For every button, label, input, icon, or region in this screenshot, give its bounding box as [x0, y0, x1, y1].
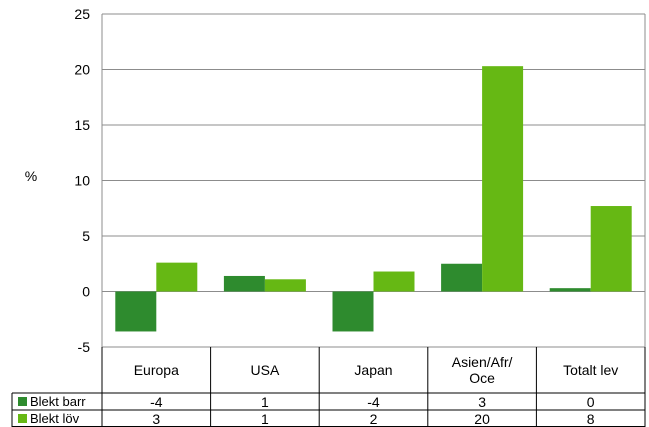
- legend-swatch: [18, 414, 27, 423]
- table-value: 1: [261, 411, 269, 427]
- bar-blekt-barr: [549, 288, 591, 292]
- category-label: Europa: [134, 362, 179, 378]
- bar-blekt-barr: [441, 263, 483, 292]
- bar-blekt-l-v: [156, 262, 198, 292]
- category-label: Asien/Afr/: [452, 354, 513, 370]
- bar-blekt-l-v: [264, 279, 306, 292]
- category-label: Oce: [469, 370, 495, 386]
- legend-label: Blekt löv: [30, 411, 80, 426]
- table-value: 3: [478, 394, 486, 410]
- y-axis-label: %: [25, 168, 37, 184]
- legend-swatch: [18, 397, 27, 406]
- bar-blekt-l-v: [590, 206, 632, 292]
- y-tick-label: 20: [74, 62, 90, 78]
- bar-blekt-barr: [115, 291, 157, 332]
- bar-blekt-l-v: [373, 271, 415, 292]
- y-tick-label: 0: [82, 284, 90, 300]
- table-value: 0: [587, 394, 595, 410]
- y-tick-label: 10: [74, 173, 90, 189]
- category-label: Japan: [354, 362, 392, 378]
- legend-label: Blekt barr: [30, 394, 86, 409]
- table-value: -4: [150, 394, 163, 410]
- table-value: 2: [370, 411, 378, 427]
- y-axis-ticks: -5 0 5 10 15 20 25: [74, 6, 90, 355]
- bar-blekt-l-v: [482, 66, 524, 292]
- table-value: 8: [587, 411, 595, 427]
- y-tick-label: 25: [74, 6, 90, 22]
- category-label: USA: [251, 362, 280, 378]
- bars: [115, 66, 632, 332]
- bar-blekt-barr: [223, 275, 265, 292]
- data-table: Europa USA Japan Asien/Afr/Oce Totalt lev Ble…: [11, 347, 646, 427]
- table-value: -4: [367, 394, 380, 410]
- y-tick-label: -5: [78, 339, 91, 355]
- y-tick-label: 5: [82, 228, 90, 244]
- category-label: Totalt lev: [563, 362, 618, 378]
- table-value: 20: [474, 411, 490, 427]
- table-value: 3: [152, 411, 160, 427]
- bar-blekt-barr: [332, 291, 374, 332]
- table-value: 1: [261, 394, 269, 410]
- y-tick-label: 15: [74, 117, 90, 133]
